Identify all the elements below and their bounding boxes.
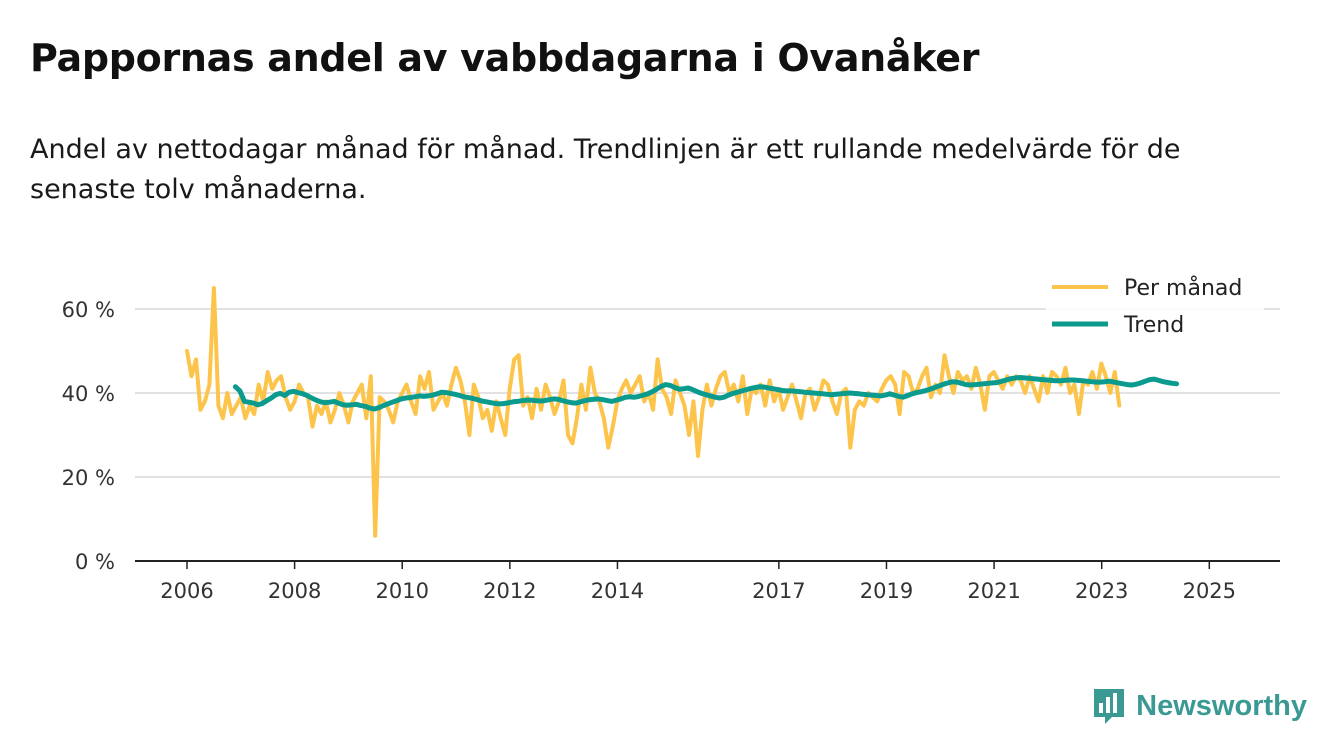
page-title: Pappornas andel av vabbdagarna i Ovanåke… xyxy=(30,36,980,80)
x-tick-label: 2014 xyxy=(591,579,644,603)
x-tick-label: 2025 xyxy=(1183,579,1236,603)
y-tick-label: 20 % xyxy=(62,466,115,490)
y-axis-tick-labels: 0 % 20 % 40 % 60 % xyxy=(62,298,115,574)
series-lines xyxy=(185,286,1180,538)
x-tick-label: 2006 xyxy=(160,579,213,603)
brand-name: Newsworthy xyxy=(1136,689,1307,722)
x-tick-label: 2012 xyxy=(483,579,536,603)
legend-label-per-manad: Per månad xyxy=(1124,275,1242,301)
x-tick-label: 2010 xyxy=(375,579,428,603)
x-tick-label: 2008 xyxy=(268,579,321,603)
x-tick-label: 2021 xyxy=(967,579,1020,603)
y-tick-label: 60 % xyxy=(62,298,115,322)
legend: Per månad Trend xyxy=(1046,268,1264,338)
y-tick-label: 0 % xyxy=(75,550,115,574)
bar-chart-speech-bubble-icon xyxy=(1094,689,1125,724)
legend-label-trend: Trend xyxy=(1123,313,1184,338)
x-tick-label: 2019 xyxy=(860,579,913,603)
x-tick-label: 2017 xyxy=(752,579,805,603)
newsworthy-logo[interactable]: Newsworthy xyxy=(1092,687,1307,725)
chart-subtitle: Andel av nettodagar månad för månad. Tre… xyxy=(30,134,1181,205)
y-tick-label: 40 % xyxy=(62,382,115,406)
x-tick-label: 2023 xyxy=(1075,579,1128,603)
series-line-trend xyxy=(232,375,1180,412)
x-axis-ticks: 2006 2008 2010 2012 2014 2017 2019 2021 2023 2025 xyxy=(160,561,1236,603)
series-line-per-manad xyxy=(185,286,1122,538)
